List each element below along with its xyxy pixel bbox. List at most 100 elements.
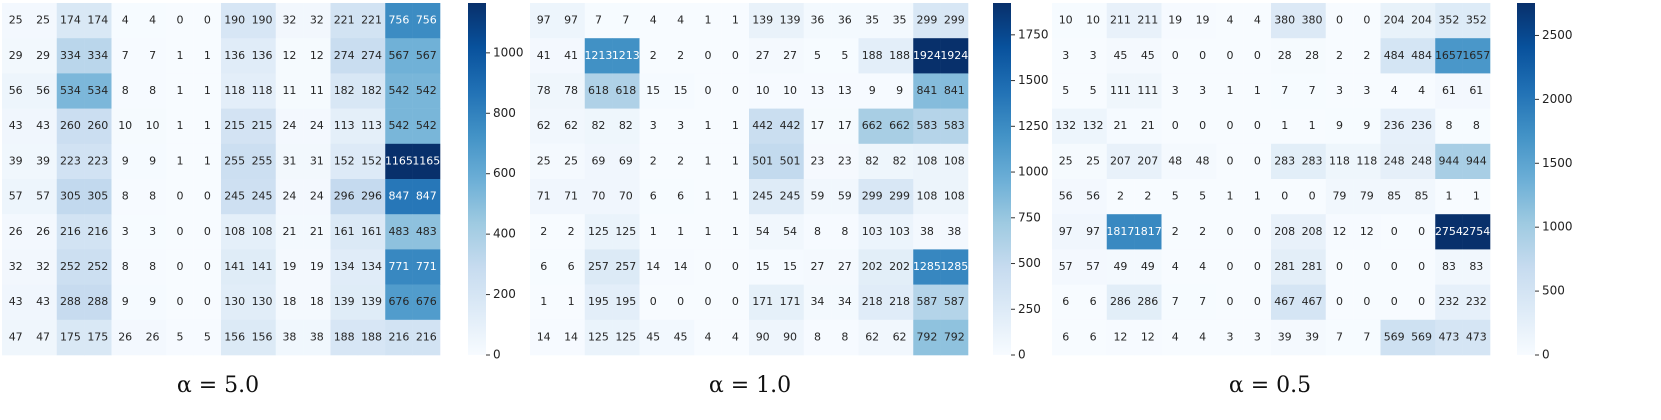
cell-label: 245 (224, 190, 245, 203)
cell-label: 38 (310, 330, 324, 343)
cell-label: 283 (1274, 154, 1295, 167)
heatmap-cell (1462, 284, 1491, 321)
cell-label: 467 (1302, 295, 1323, 308)
heatmap-cell (885, 284, 914, 321)
heatmap-cell (1271, 73, 1299, 109)
heatmap-cell (330, 284, 359, 321)
panel-title: α = 1.0 (709, 373, 791, 398)
heatmap-cell (776, 73, 805, 109)
heatmap-cell (412, 108, 441, 145)
cell-label: 5 (1172, 190, 1179, 203)
heatmap-cell (721, 284, 750, 321)
cell-label: 8 (122, 260, 129, 273)
cell-label: 0 (1226, 119, 1233, 132)
cell-label: 39 (1278, 330, 1292, 343)
heatmap-cell (885, 214, 914, 250)
heatmap-cell (666, 143, 695, 180)
cell-label: 26 (146, 330, 160, 343)
cell-label: 5 (1062, 84, 1069, 97)
cell-label: 841 (944, 84, 965, 97)
cell-label: 59 (838, 190, 852, 203)
heatmap-cell (940, 143, 969, 180)
cell-label: 1 (568, 295, 575, 308)
colorbar-tick-label: 1000 (493, 45, 524, 59)
cell-label: 5 (176, 330, 183, 343)
cell-label: 676 (416, 295, 437, 308)
heatmap-cell (138, 38, 167, 74)
heatmap-cell (275, 73, 304, 109)
cell-label: 14 (674, 260, 688, 273)
colorbar (993, 3, 1011, 355)
heatmap-cell (557, 249, 586, 285)
heatmap-cell (56, 284, 85, 321)
cell-label: 1 (704, 14, 711, 27)
cell-label: 0 (1226, 225, 1233, 238)
cell-label: 21 (1113, 119, 1127, 132)
cell-label: 31 (282, 154, 296, 167)
cell-label: 473 (1466, 330, 1487, 343)
heatmap-cell (385, 179, 413, 215)
heatmap-cell (357, 179, 386, 215)
cell-label: 211 (1137, 14, 1158, 27)
heatmap-cell (1079, 108, 1108, 145)
heatmap-cell (1161, 3, 1190, 39)
cell-label: 5 (204, 330, 211, 343)
heatmap-cell (1161, 214, 1190, 250)
heatmap-cell (1106, 284, 1135, 321)
cell-label: 0 (1391, 260, 1398, 273)
colorbar-tick-label: 1000 (1542, 220, 1573, 234)
heatmap-cell (1325, 214, 1354, 250)
cell-label: 3 (149, 225, 156, 238)
heatmap-cell (1298, 3, 1327, 39)
cell-label: 1165 (385, 154, 413, 167)
cell-label: 257 (588, 260, 609, 273)
heatmap-cell (721, 108, 750, 145)
heatmap-cell (749, 73, 777, 109)
cell-label: 161 (334, 225, 355, 238)
heatmap-cell (303, 284, 331, 321)
heatmap-cell (330, 108, 359, 145)
cell-label: 136 (224, 49, 245, 62)
cell-label: 0 (1226, 49, 1233, 62)
cell-label: 215 (224, 119, 245, 132)
cell-label: 202 (862, 260, 883, 273)
cell-label: 136 (252, 49, 273, 62)
heatmap-cell (193, 284, 222, 321)
cell-label: 7 (1199, 295, 1206, 308)
cell-label: 223 (60, 154, 81, 167)
cell-label: 130 (224, 295, 245, 308)
heatmap-cell (166, 108, 194, 145)
cell-label: 484 (1411, 49, 1432, 62)
cell-label: 188 (862, 49, 883, 62)
heatmap-cell (193, 73, 222, 109)
heatmap-cell (357, 3, 386, 39)
heatmap-cell (29, 3, 58, 39)
cell-label: 38 (920, 225, 934, 238)
heatmap-cell (1298, 179, 1327, 215)
heatmap-cell (1462, 3, 1491, 39)
heatmap-cell (530, 249, 558, 285)
heatmap-cell (612, 108, 640, 145)
heatmap-cell (831, 38, 859, 74)
cell-label: 25 (1059, 154, 1073, 167)
cell-label: 47 (9, 330, 23, 343)
heatmap-cell (1407, 38, 1436, 74)
cell-label: 274 (334, 49, 355, 62)
cell-label: 2 (1117, 190, 1124, 203)
cell-label: 534 (60, 84, 81, 97)
cell-label: 2 (677, 154, 684, 167)
heatmap-cell (166, 179, 194, 215)
heatmap-cell (138, 179, 167, 215)
heatmap-cell (803, 73, 832, 109)
cell-label: 0 (1281, 190, 1288, 203)
heatmap-cell (1353, 3, 1381, 39)
heatmap-cell (1298, 284, 1327, 321)
cell-label: 56 (9, 84, 23, 97)
cell-label: 245 (780, 190, 801, 203)
heatmap-cell (221, 143, 249, 180)
cell-label: 188 (889, 49, 910, 62)
cell-label: 567 (388, 49, 409, 62)
cell-label: 756 (388, 14, 409, 27)
heatmap-cell (84, 319, 112, 356)
cell-label: 0 (1226, 295, 1233, 308)
